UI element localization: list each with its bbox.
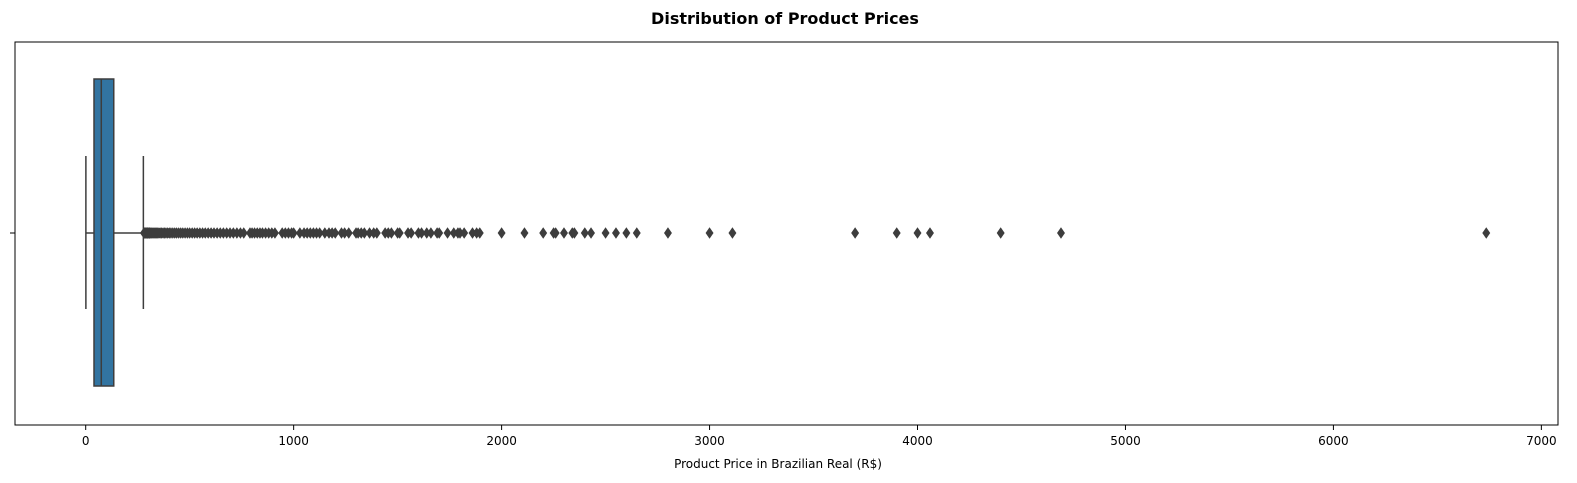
x-axis-label: Product Price in Brazilian Real (R$) — [674, 457, 882, 471]
outlier-point — [601, 227, 610, 239]
outlier-point — [560, 227, 568, 239]
x-tick-label: 2000 — [486, 434, 517, 448]
outlier-point — [892, 227, 901, 239]
outlier-point — [664, 227, 672, 239]
outlier-points — [139, 227, 1491, 239]
x-tick-label: 1000 — [278, 434, 309, 448]
outlier-point — [443, 227, 452, 239]
outlier-point — [344, 227, 353, 239]
outlier-point — [520, 227, 529, 239]
outlier-point — [497, 227, 506, 239]
outlier-point — [435, 227, 444, 239]
outlier-point — [417, 227, 426, 239]
outlier-point — [270, 227, 279, 239]
x-tick-label: 7000 — [1526, 434, 1557, 448]
box — [93, 78, 115, 387]
x-tick-label: 3000 — [694, 434, 725, 448]
outlier-point — [632, 227, 641, 239]
x-tick-label: 0 — [82, 434, 90, 448]
outlier-point — [996, 227, 1005, 239]
outlier-point — [612, 227, 620, 239]
outlier-point — [387, 227, 396, 239]
outlier-point — [360, 227, 369, 239]
outlier-point — [539, 227, 548, 239]
x-axis: 0 1000 2000 3000 4000 5000 6000 7000 — [82, 425, 1557, 448]
chart-title: Distribution of Product Prices — [651, 9, 919, 28]
x-tick-label: 4000 — [902, 434, 933, 448]
interquartile-box — [93, 78, 115, 387]
outlier-point — [475, 227, 484, 239]
outlier-point — [851, 227, 860, 239]
outlier-point — [1057, 227, 1065, 239]
outlier-point — [407, 227, 416, 239]
outlier-point — [705, 227, 714, 239]
outlier-point — [331, 227, 340, 239]
outlier-point — [551, 227, 560, 239]
x-tick-label: 5000 — [1110, 434, 1141, 448]
outlier-point — [587, 227, 595, 239]
outlier-point — [289, 227, 298, 239]
outlier-point — [580, 227, 589, 239]
outlier-point — [622, 227, 631, 239]
outlier-point — [570, 227, 579, 239]
outlier-point — [926, 227, 934, 239]
outlier-point — [728, 227, 737, 239]
outlier-point — [315, 227, 324, 239]
outlier-point — [426, 227, 435, 239]
outlier-point — [372, 227, 381, 239]
x-tick-label: 6000 — [1318, 434, 1349, 448]
outlier-point — [395, 227, 404, 239]
outlier-point — [1482, 227, 1491, 239]
outlier-point — [460, 227, 469, 239]
outlier-point — [913, 227, 922, 239]
outlier-point — [239, 227, 248, 239]
